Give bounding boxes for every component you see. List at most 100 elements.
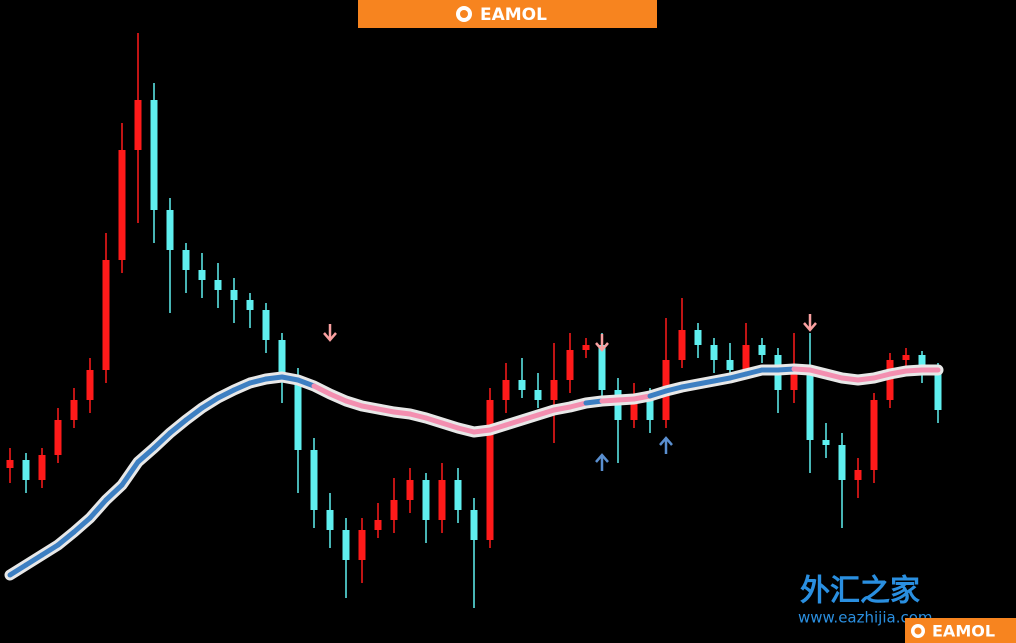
ma-segment — [551, 404, 573, 413]
ma-segment — [567, 400, 589, 410]
ma-segment — [583, 398, 605, 406]
candle-body — [470, 510, 478, 540]
watermark-logo-text: EAMOL — [932, 622, 995, 641]
ma-segment — [871, 371, 893, 381]
candle-body — [150, 100, 158, 210]
arrow-head — [659, 436, 673, 446]
ma-segment — [135, 445, 157, 465]
candle-body — [182, 250, 190, 270]
ma-segment — [807, 367, 829, 377]
candle-body — [598, 345, 606, 390]
ma-segment — [231, 380, 253, 393]
ma-segment — [775, 366, 797, 373]
ma-segment — [631, 393, 653, 402]
ma-segment — [695, 378, 717, 387]
candle-body — [342, 530, 350, 560]
candle-body — [534, 390, 542, 400]
candle-body — [246, 300, 254, 310]
candle-body — [854, 470, 862, 480]
ma-segment — [727, 371, 749, 381]
ma-segment — [679, 381, 701, 390]
ma-segment — [7, 562, 29, 578]
watermark-logo-icon — [914, 627, 922, 635]
watermark-url: www.eazhijia.com — [798, 609, 933, 627]
logo-icon — [460, 10, 468, 18]
candle-body — [262, 310, 270, 340]
candle-body — [54, 420, 62, 455]
candle-body — [806, 370, 814, 440]
candle-body — [38, 455, 46, 480]
ma-segment — [279, 374, 301, 383]
ma-segment — [39, 542, 61, 558]
candle-body — [374, 520, 382, 530]
candle-body — [550, 380, 558, 400]
candle-body — [358, 530, 366, 560]
ma-segment — [855, 375, 877, 383]
candle-body — [678, 330, 686, 360]
ma-segment — [359, 403, 381, 412]
candle-body — [102, 260, 110, 370]
plot — [4, 33, 944, 608]
arrow-head — [595, 342, 609, 352]
ma-segment — [503, 417, 525, 428]
ma-segment — [743, 367, 765, 377]
arrow-head — [803, 322, 817, 332]
ma-segment — [263, 374, 285, 382]
ma-segment — [55, 529, 77, 548]
ma-segment — [615, 396, 637, 403]
ma-segment — [215, 387, 237, 401]
ma-segment — [327, 391, 349, 404]
ma-segment — [71, 515, 93, 535]
ma-segment — [471, 427, 493, 435]
candle-body — [886, 360, 894, 400]
watermark-brand: 外汇之家 — [800, 574, 920, 609]
candle-body — [406, 480, 414, 500]
signal-arrow — [659, 436, 673, 454]
ma-segment — [151, 430, 173, 451]
candle-body — [710, 345, 718, 360]
ma-segment — [599, 397, 621, 404]
candle-body — [86, 370, 94, 400]
candle-body — [566, 350, 574, 380]
candle-body — [278, 340, 286, 380]
candle-body — [758, 345, 766, 355]
arrow-head — [323, 332, 337, 342]
candle-body — [422, 480, 430, 520]
ma-segment — [23, 552, 45, 568]
candle-body — [486, 400, 494, 540]
ma-segment — [903, 367, 925, 374]
candle-body — [166, 210, 174, 250]
candle-body — [646, 395, 654, 420]
candle-body — [230, 290, 238, 300]
candle-body — [294, 380, 302, 450]
candle-body — [582, 345, 590, 350]
candle-body — [390, 500, 398, 520]
candle-body — [934, 370, 942, 410]
candle-body — [822, 440, 830, 445]
ma-segment — [535, 407, 557, 418]
signal-arrow — [803, 314, 817, 332]
ma-segment — [247, 376, 269, 386]
signal-arrow — [323, 324, 337, 342]
candle-body — [870, 400, 878, 470]
ma-segment — [663, 384, 685, 394]
ma-segment — [887, 368, 909, 377]
ma-segment — [647, 388, 669, 399]
ma-segment — [823, 371, 845, 381]
candle-body — [902, 355, 910, 360]
candle-body — [214, 280, 222, 290]
ma-segment — [711, 375, 733, 384]
signal-arrow — [595, 334, 609, 352]
ma-segment — [295, 377, 317, 389]
ma-segment — [487, 422, 509, 433]
ma-segment — [455, 425, 477, 435]
ma-segment — [839, 375, 861, 383]
ma-segment — [343, 398, 365, 409]
candle-body — [502, 380, 510, 400]
ma-segment — [199, 395, 221, 411]
candle-body — [22, 460, 30, 480]
ma-segment — [391, 409, 413, 417]
candle-body — [198, 270, 206, 280]
